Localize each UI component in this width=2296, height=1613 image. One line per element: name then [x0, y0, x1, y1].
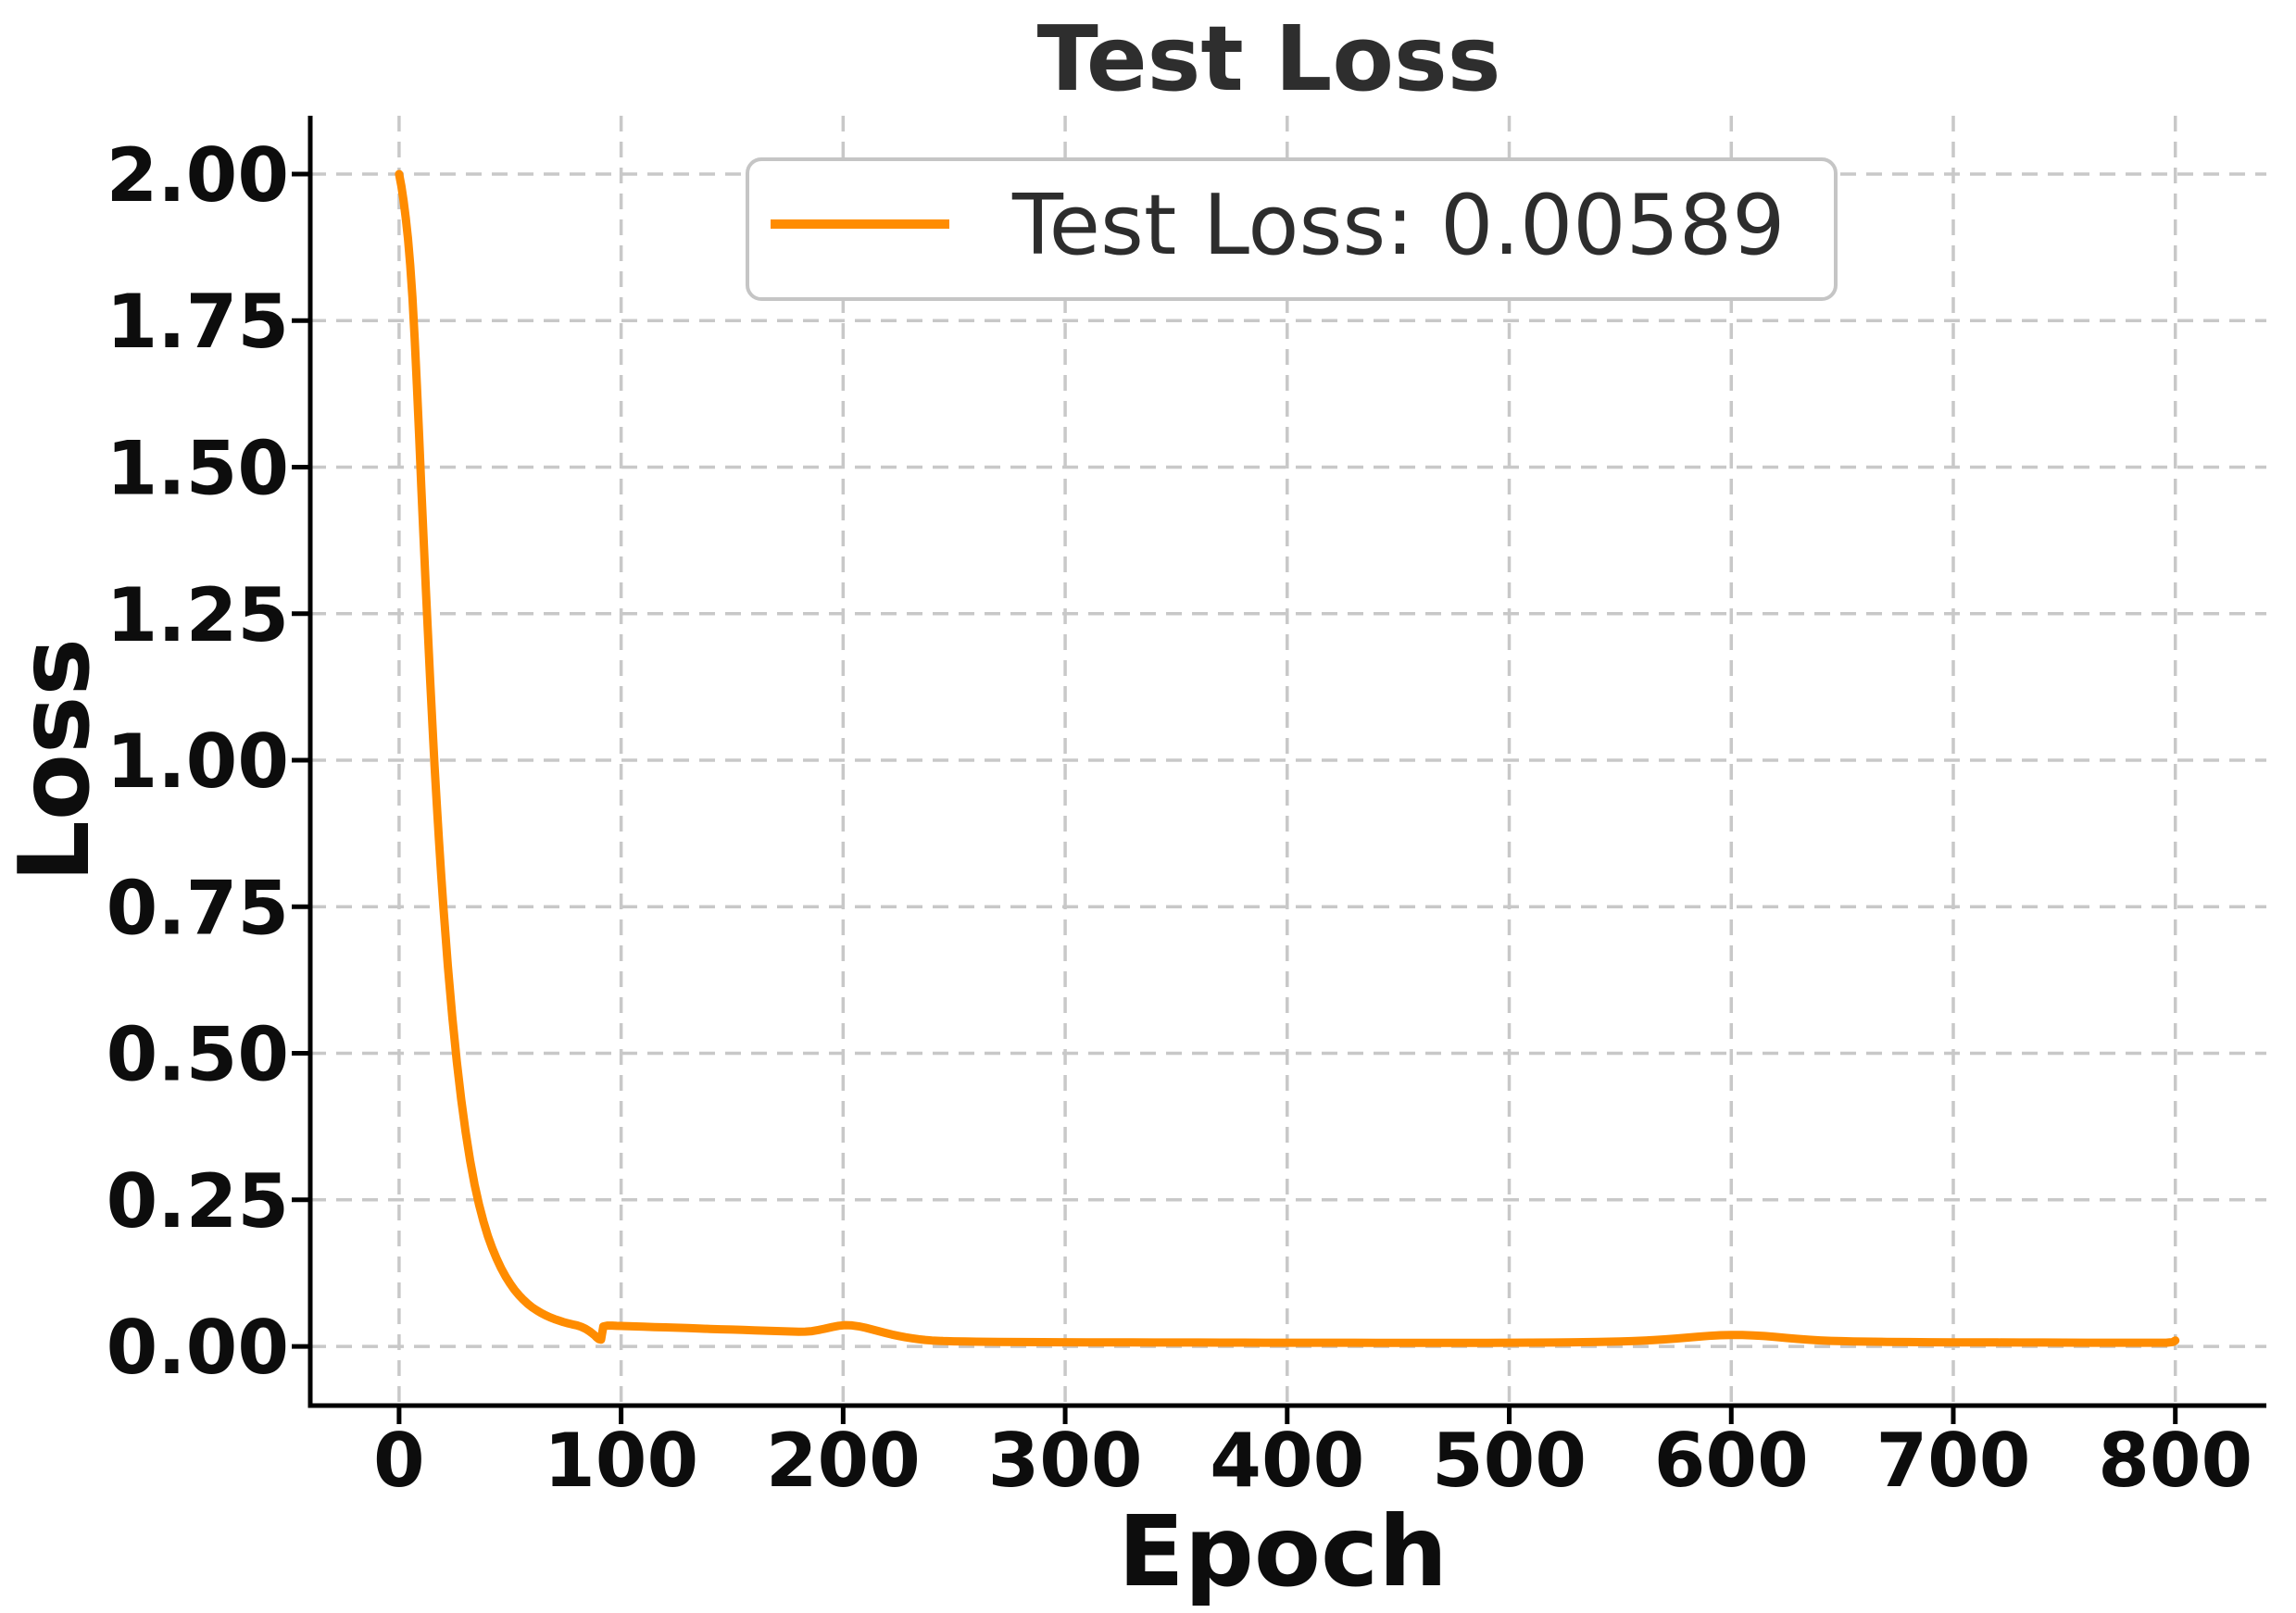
x-tick-label: 600 — [1654, 1418, 1809, 1504]
y-tick-label: 0.25 — [107, 1158, 289, 1244]
x-tick-label: 300 — [988, 1418, 1143, 1504]
y-tick-label: 1.25 — [107, 572, 289, 658]
x-tick-label: 500 — [1432, 1418, 1587, 1504]
x-tick-label: 700 — [1876, 1418, 2030, 1504]
x-tick-label: 800 — [2098, 1418, 2252, 1504]
y-axis-label: Loss — [0, 638, 111, 882]
x-tick-label: 100 — [544, 1418, 698, 1504]
y-tick-label: 0.75 — [107, 865, 289, 951]
x-tick-label: 0 — [373, 1418, 425, 1504]
legend-label: Test Loss: 0.00589 — [1011, 177, 1785, 274]
y-tick-labels: 0.00 0.25 0.50 0.75 1.00 1.25 1.50 1.75 2.00 — [107, 132, 289, 1391]
chart-title: Test Loss — [1037, 6, 1501, 111]
y-tick-label: 1.75 — [107, 279, 289, 365]
y-tick-label: 2.00 — [107, 132, 289, 219]
y-tick-label: 0.50 — [107, 1012, 289, 1098]
legend: Test Loss: 0.00589 — [746, 157, 1838, 301]
x-axis-label: Epoch — [1118, 1495, 1448, 1608]
y-tick-label: 1.00 — [107, 719, 289, 805]
x-tick-labels: 0 100 200 300 400 500 600 700 800 — [373, 1418, 2252, 1504]
legend-box — [746, 157, 1838, 301]
y-tick-label: 0.00 — [107, 1305, 289, 1391]
tick-marks — [292, 171, 2178, 1424]
y-tick-label: 1.50 — [107, 426, 289, 512]
loss-curve — [395, 169, 2180, 1347]
gridlines — [310, 116, 2266, 1406]
x-tick-label: 200 — [766, 1418, 921, 1504]
x-tick-label: 400 — [1210, 1418, 1364, 1504]
